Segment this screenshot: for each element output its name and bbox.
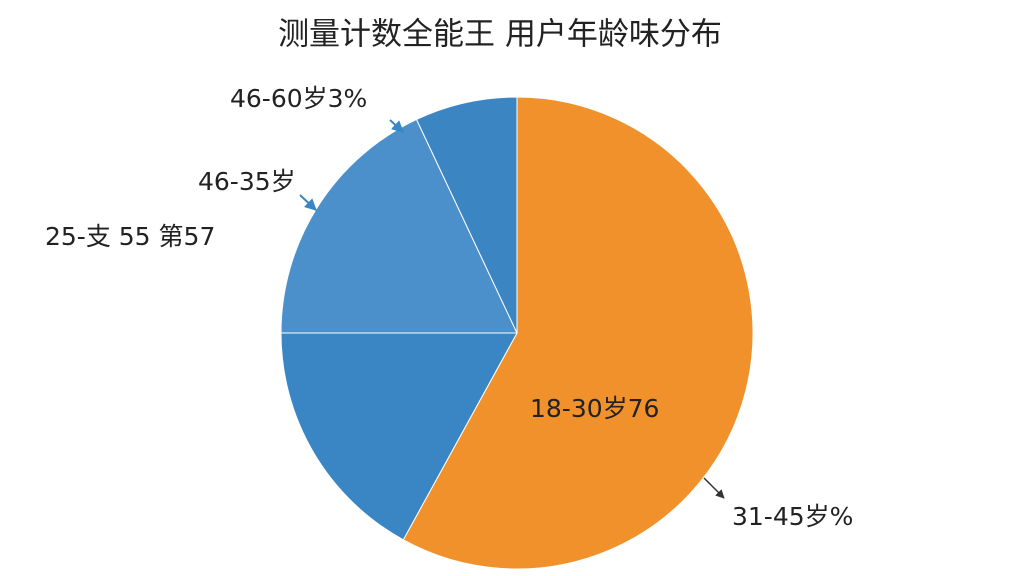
- leader-line: [299, 194, 317, 211]
- chart-title: 测量计数全能王 用户年龄味分布: [278, 17, 722, 53]
- slice-label: 46-60岁3%: [230, 84, 367, 113]
- slice-label: 18-30岁76: [530, 394, 659, 423]
- leader-line: [389, 119, 404, 133]
- pie-slice: [415, 96, 518, 334]
- leader-line: [703, 477, 725, 499]
- annotation: 31-45岁%: [732, 502, 853, 531]
- slice-label: 46-35岁: [198, 167, 296, 196]
- pie-slice: [402, 96, 754, 570]
- pie-slice: [280, 332, 518, 541]
- pie: [280, 96, 754, 570]
- slice-label: 25-支 55 第57: [45, 222, 215, 251]
